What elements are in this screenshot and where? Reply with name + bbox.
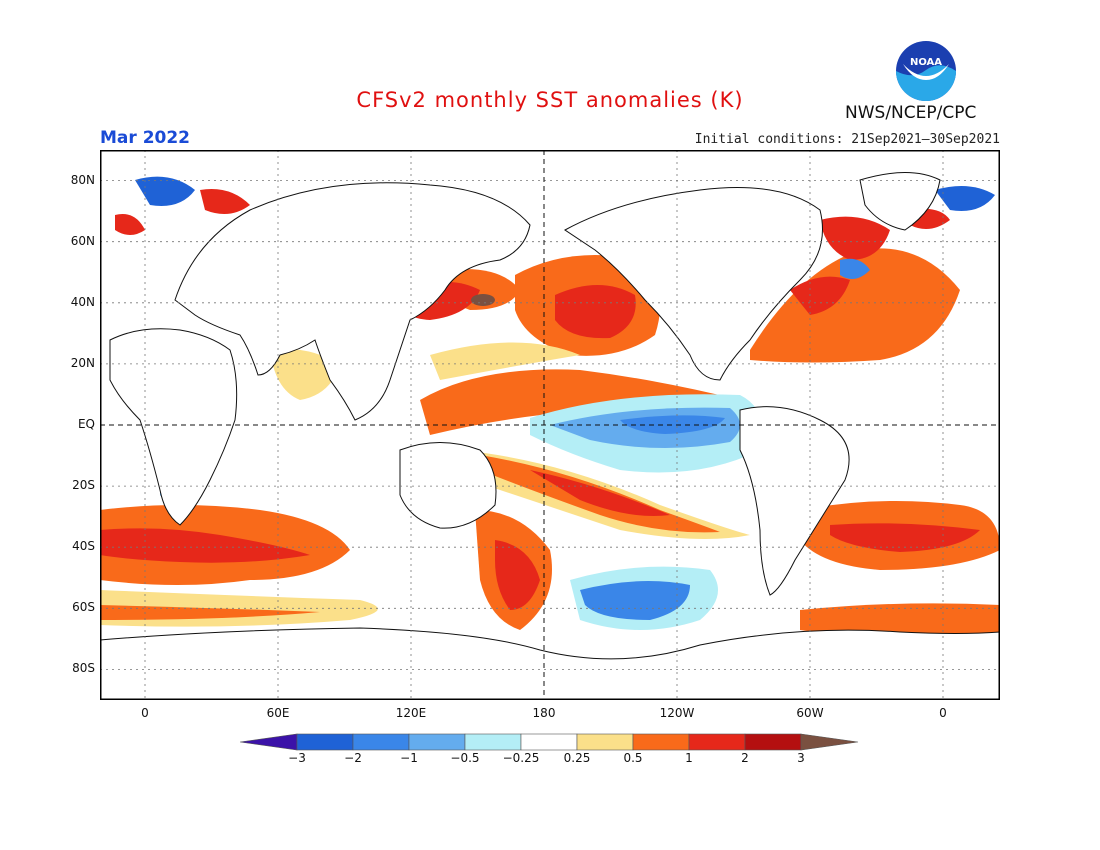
initial-conditions: Initial conditions: 21Sep2021–30Sep2021 — [694, 132, 1000, 147]
lon-label-120w: 120W — [659, 706, 695, 720]
map-title: CFSv2 monthly SST anomalies (K) — [356, 88, 744, 112]
lat-label-eq: EQ — [77, 417, 95, 431]
lat-label-80s: 80S — [72, 661, 95, 675]
colorbar-segment — [520, 733, 578, 751]
lat-label-20n: 20N — [70, 356, 95, 370]
map-frame — [100, 150, 1000, 700]
colorbar-label: 0.5 — [623, 751, 643, 765]
colorbar-label: −0.5 — [450, 751, 480, 765]
lon-label-180: 180 — [532, 706, 556, 720]
colorbar-label: 2 — [741, 751, 749, 765]
lat-label-60s: 60S — [72, 600, 95, 614]
colorbar-segment — [576, 733, 634, 751]
continent-outlines — [100, 172, 1000, 700]
agency-label: NWS/NCEP/CPC — [845, 103, 977, 123]
lon-label-60e: 60E — [266, 706, 290, 720]
australia-landmass — [399, 442, 497, 529]
colorbar-segment — [464, 733, 522, 751]
lat-label-80n: 80N — [70, 173, 95, 187]
lat-label-60n: 60N — [70, 234, 95, 248]
noaa-logo-icon: NOAA — [896, 41, 956, 101]
colorbar-segment — [352, 733, 410, 751]
lon-gridlines — [144, 150, 944, 700]
lon-label-120e: 120E — [395, 706, 427, 720]
colorbar-label: 1 — [685, 751, 693, 765]
lat-label-20s: 20S — [72, 478, 95, 492]
southern-ocean-warm-anomaly — [100, 501, 1000, 642]
south-pacific-warm-anomaly — [460, 450, 750, 539]
south-pacific-cold-anomaly — [570, 566, 718, 630]
tasman-warm-anomaly — [475, 510, 552, 630]
lon-label-60w: 60W — [796, 706, 824, 720]
lon-label-0-east: 0 — [939, 706, 947, 720]
colorbar-label: −0.25 — [502, 751, 540, 765]
south-america-landmass — [739, 406, 850, 596]
colorbar-label: 0.25 — [563, 751, 591, 765]
north-america-landmass — [564, 187, 823, 381]
colorbar-label: −1 — [400, 751, 418, 765]
ne-pacific-warm-anomaly — [447, 255, 660, 356]
greenland-landmass — [859, 172, 941, 231]
equatorial-cold-anomaly — [530, 394, 763, 473]
colorbar-segment — [408, 733, 466, 751]
africa-landmass — [109, 328, 238, 526]
lon-label-0: 0 — [141, 706, 149, 720]
colorbar-segment — [296, 733, 354, 751]
lat-label-40n: 40N — [70, 295, 95, 309]
colorbar-segment — [744, 733, 802, 751]
colorbar-arrow-low — [240, 733, 298, 751]
sst-anomaly-map — [100, 150, 1000, 700]
colorbar-label: 3 — [797, 751, 805, 765]
colorbar-label: −2 — [344, 751, 362, 765]
colorbar-segment — [632, 733, 690, 751]
lat-gridlines — [100, 180, 1000, 670]
north-atlantic-warm-anomaly — [750, 186, 995, 363]
forecast-month: Mar 2022 — [100, 128, 191, 148]
colorbar-label: −3 — [288, 751, 306, 765]
colorbar-arrow-high — [800, 733, 859, 751]
west-pacific-warm-anomaly — [420, 342, 740, 435]
color-scale-bar — [240, 733, 859, 751]
colorbar-segment — [688, 733, 746, 751]
antarctica-landmass — [100, 627, 1000, 700]
lat-label-40s: 40S — [72, 539, 95, 553]
svg-text:NOAA: NOAA — [910, 57, 942, 68]
